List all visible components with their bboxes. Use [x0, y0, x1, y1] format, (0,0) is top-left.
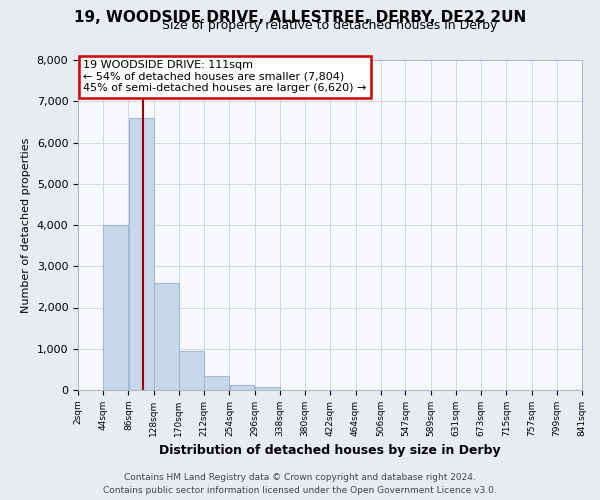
Bar	[255, 387, 280, 390]
Bar	[205, 376, 229, 390]
Text: 19 WOODSIDE DRIVE: 111sqm
← 54% of detached houses are smaller (7,804)
45% of se: 19 WOODSIDE DRIVE: 111sqm ← 54% of detac…	[83, 60, 367, 93]
Text: Contains HM Land Registry data © Crown copyright and database right 2024.
Contai: Contains HM Land Registry data © Crown c…	[103, 474, 497, 495]
Bar	[128, 118, 154, 390]
Y-axis label: Number of detached properties: Number of detached properties	[21, 138, 31, 312]
Bar	[154, 283, 179, 390]
Bar	[230, 385, 254, 390]
Text: 19, WOODSIDE DRIVE, ALLESTREE, DERBY, DE22 2UN: 19, WOODSIDE DRIVE, ALLESTREE, DERBY, DE…	[74, 10, 526, 25]
Title: Size of property relative to detached houses in Derby: Size of property relative to detached ho…	[163, 20, 497, 32]
Bar	[179, 351, 204, 390]
X-axis label: Distribution of detached houses by size in Derby: Distribution of detached houses by size …	[159, 444, 501, 458]
Bar	[103, 225, 128, 390]
